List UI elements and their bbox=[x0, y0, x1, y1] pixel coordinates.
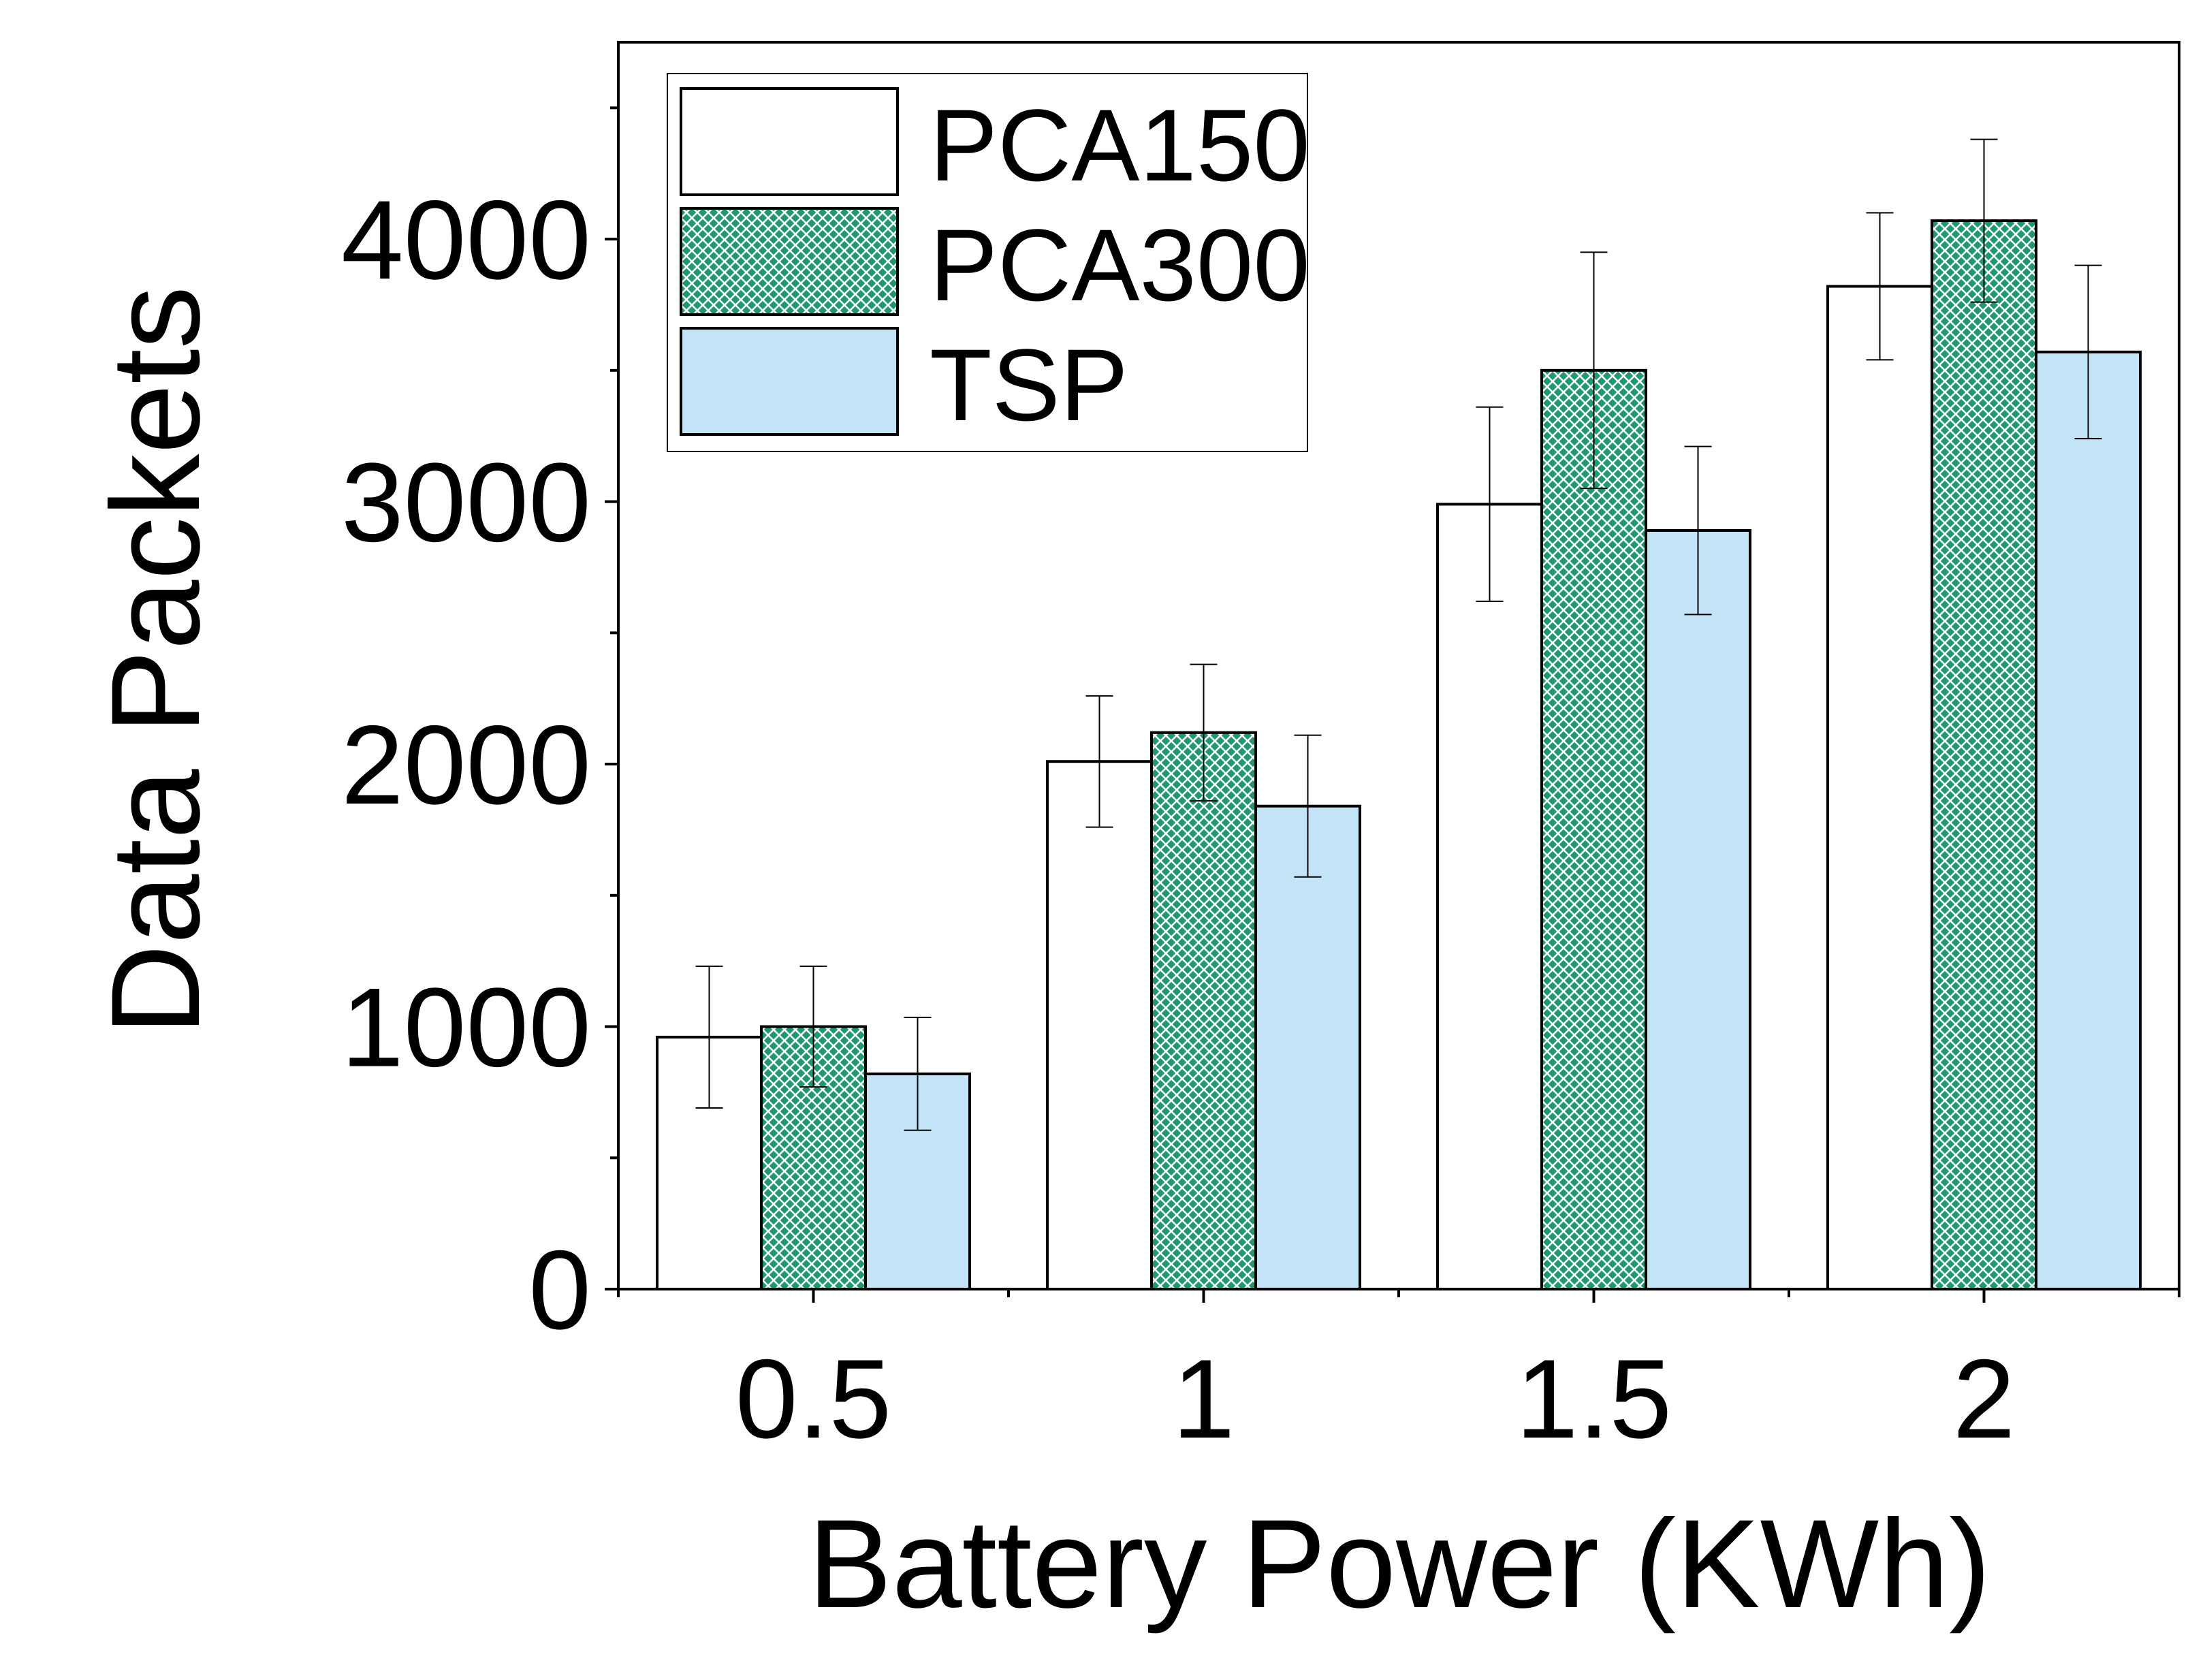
bar-pca150-2 bbox=[1826, 285, 1933, 1291]
x-tick-label: 2 bbox=[1953, 1336, 2016, 1461]
legend-label-pca150: PCA150 bbox=[930, 88, 1310, 202]
y-axis-title: Data Packets bbox=[86, 286, 226, 1035]
x-tick-label: 0.5 bbox=[735, 1336, 891, 1461]
legend-swatch-tsp bbox=[680, 327, 899, 436]
bars-layer bbox=[656, 219, 2142, 1291]
y-tick-label: 1000 bbox=[341, 965, 591, 1090]
bar-pca150-1 bbox=[1046, 760, 1153, 1290]
bar-tsp-1 bbox=[1254, 804, 1361, 1290]
y-tick-label: 2000 bbox=[341, 702, 591, 827]
bar-tsp-1.5 bbox=[1645, 528, 1751, 1290]
y-tick-label: 3000 bbox=[341, 440, 591, 565]
legend-swatch-pca150 bbox=[680, 87, 899, 196]
legend-label-tsp: TSP bbox=[930, 328, 1128, 442]
y-tick-label: 4000 bbox=[341, 177, 591, 302]
bar-pca300-1 bbox=[1150, 731, 1257, 1290]
x-tick-label: 1.5 bbox=[1516, 1336, 1672, 1461]
legend-label-pca300: PCA300 bbox=[930, 208, 1310, 322]
legend-swatch-pca300 bbox=[680, 207, 899, 316]
y-tick-label: 0 bbox=[528, 1227, 591, 1352]
x-tick-label: 1 bbox=[1173, 1336, 1235, 1461]
error-bars-layer bbox=[695, 138, 2102, 1131]
bar-pca150-1.5 bbox=[1436, 503, 1543, 1290]
bar-tsp-2 bbox=[2035, 350, 2142, 1291]
x-axis-title: Battery Power (KWh) bbox=[808, 1494, 1990, 1634]
axes-layer: 0 1000 2000 3000 4000 0.5 1 1.5 2 bbox=[341, 41, 2180, 1461]
bar-pca300-1.5 bbox=[1540, 368, 1647, 1290]
bar-pca300-2 bbox=[1931, 219, 2037, 1291]
